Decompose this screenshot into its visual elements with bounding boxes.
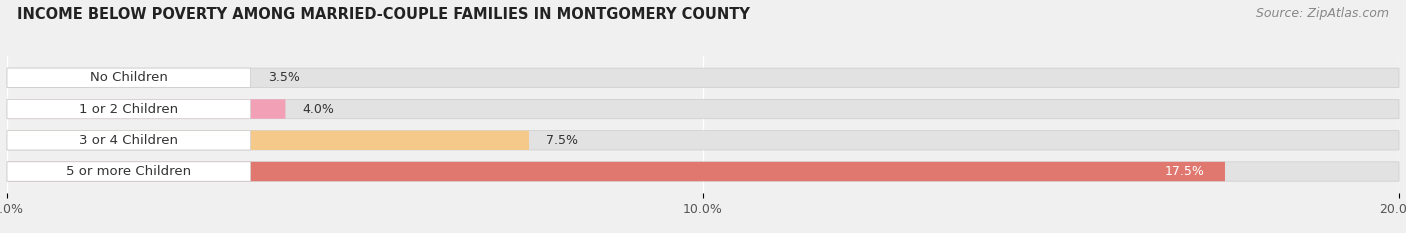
Text: Source: ZipAtlas.com: Source: ZipAtlas.com: [1256, 7, 1389, 20]
FancyBboxPatch shape: [7, 130, 1399, 150]
FancyBboxPatch shape: [7, 162, 1399, 181]
FancyBboxPatch shape: [7, 68, 1399, 87]
Text: 3 or 4 Children: 3 or 4 Children: [79, 134, 179, 147]
Text: No Children: No Children: [90, 71, 167, 84]
FancyBboxPatch shape: [7, 130, 250, 150]
FancyBboxPatch shape: [7, 99, 285, 119]
FancyBboxPatch shape: [7, 99, 250, 119]
Text: 3.5%: 3.5%: [269, 71, 299, 84]
FancyBboxPatch shape: [7, 162, 1225, 181]
FancyBboxPatch shape: [7, 68, 250, 87]
FancyBboxPatch shape: [7, 130, 529, 150]
Text: 7.5%: 7.5%: [547, 134, 578, 147]
Text: 17.5%: 17.5%: [1164, 165, 1204, 178]
FancyBboxPatch shape: [7, 68, 250, 87]
FancyBboxPatch shape: [7, 162, 250, 181]
Text: INCOME BELOW POVERTY AMONG MARRIED-COUPLE FAMILIES IN MONTGOMERY COUNTY: INCOME BELOW POVERTY AMONG MARRIED-COUPL…: [17, 7, 749, 22]
Text: 4.0%: 4.0%: [302, 103, 335, 116]
FancyBboxPatch shape: [7, 99, 1399, 119]
Text: 5 or more Children: 5 or more Children: [66, 165, 191, 178]
Text: 1 or 2 Children: 1 or 2 Children: [79, 103, 179, 116]
